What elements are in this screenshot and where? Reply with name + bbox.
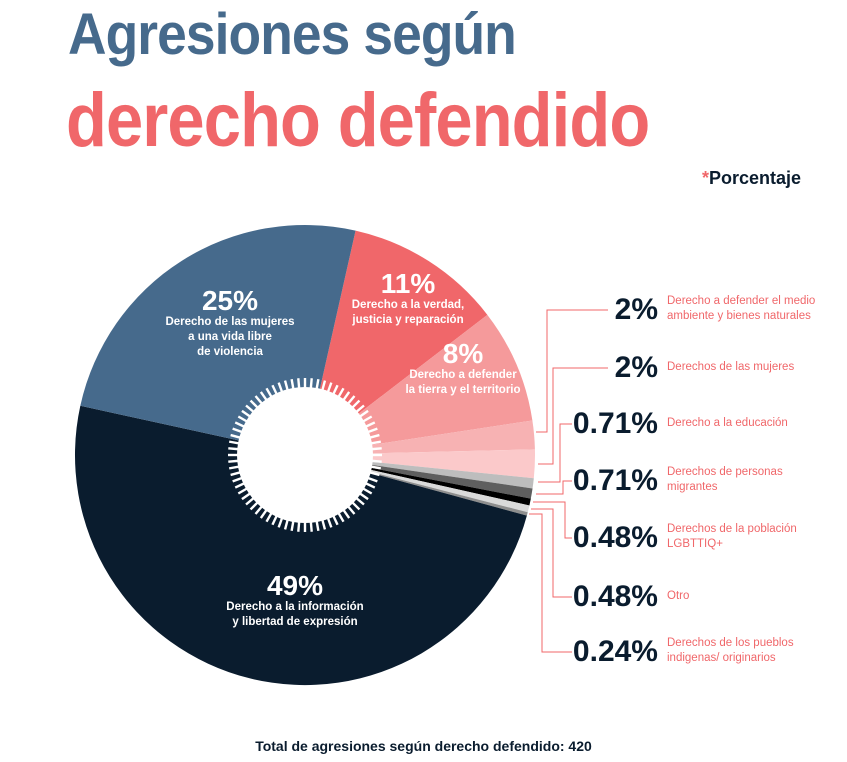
chart-title-line2: derecho defendido: [66, 78, 650, 163]
slice-category-label: Derechos de los pueblos indigenas/ origin…: [667, 636, 794, 666]
slice-category-label: de violencia: [197, 346, 263, 358]
slice-value-label: 0.71%: [572, 407, 658, 440]
slice-category-label: a una vida libre: [188, 331, 272, 343]
slice-label-10: 25% Derecho de las mujeres a una vida libr…: [150, 287, 310, 360]
hole-circle: [237, 387, 373, 523]
leader-line: [536, 480, 572, 495]
outside-value-wrapper: 0.71%: [0, 466, 658, 496]
slice-label-0: 11% Derecho a la verdad, justicia y repara…: [338, 270, 478, 328]
slice-9: [74, 405, 527, 686]
slice-category-line: Derecho a defender el medio: [667, 295, 816, 307]
slice-category-line: Derechos de la población: [667, 523, 797, 535]
leader-line: [536, 309, 608, 433]
slice-category-line: LGBTTIQ+: [667, 538, 723, 550]
slice-value-label: 25%: [201, 285, 259, 316]
slice-value-label: 2%: [614, 351, 658, 384]
outside-value-wrapper: 0.71%: [0, 409, 658, 439]
slice-category-line: Derechos de las mujeres: [667, 360, 795, 373]
slice-category-label: Derecho a defender el medio ambiente y bi…: [667, 294, 815, 324]
slice-category-label: y libertad de expresión: [232, 616, 358, 628]
leader-line: [531, 508, 572, 598]
slice-category-label: Otro: [667, 589, 689, 604]
slice-category-line: Otro: [667, 589, 690, 602]
slice-category-label: la tierra y el territorio: [405, 384, 521, 396]
slice-category-label: Derechos de personas migrantes: [667, 465, 783, 495]
slice-value-label: 11%: [380, 268, 436, 299]
center-hole: [228, 378, 382, 532]
slice-value-label: 0.48%: [572, 521, 658, 554]
slice-value-label: 2%: [614, 293, 658, 326]
outside-value-wrapper: 0.48%: [0, 523, 658, 553]
slice-value-label: 0.48%: [572, 580, 658, 613]
outside-value-wrapper: 2%: [0, 295, 658, 325]
slice-category-label: Derecho de las mujeres: [165, 316, 295, 328]
slice-category-label: Derecho a la educación: [667, 416, 788, 431]
slice-value-label: 49%: [266, 570, 324, 601]
slice-category-label: Derecho a la información: [226, 601, 364, 613]
slice-category-line: indigenas/ originarios: [667, 652, 776, 664]
slice-value-label: 0.71%: [572, 464, 658, 497]
total-footnote: Total de agresiones según derecho defend…: [255, 738, 592, 754]
connectors-group: [529, 309, 608, 653]
unit-note-text: Porcentaje: [708, 168, 801, 188]
slice-label-9: 49% Derecho a la información y libertad de…: [200, 572, 390, 630]
slice-category-line: ambiente y bienes naturales: [667, 310, 811, 322]
chart-title-line1: Agresiones según: [68, 2, 517, 67]
slice-category-line: Derechos de personas: [667, 466, 783, 478]
outside-value-wrapper: 0.24%: [0, 637, 658, 667]
slice-category-line: migrantes: [667, 481, 718, 493]
outside-value-wrapper: 0.48%: [0, 582, 658, 612]
leader-line: [538, 423, 572, 483]
leader-line: [533, 501, 572, 539]
outside-value-wrapper: 2%: [0, 353, 658, 383]
slice-category-line: Derecho a la educación: [667, 416, 788, 429]
slice-category-label: Derechos de las mujeres: [667, 360, 794, 375]
asterisk-mark: *: [701, 168, 709, 188]
leader-line: [529, 513, 572, 653]
slice-value-label: 8%: [442, 338, 484, 369]
unit-note: *Porcentaje: [702, 168, 801, 189]
slice-category-line: Derechos de los pueblos: [667, 637, 794, 649]
leader-line: [538, 367, 608, 465]
slice-category-label: Derecho a defender: [409, 369, 517, 381]
slice-label-1: 8% Derecho a defender la tierra y el terri…: [393, 340, 533, 398]
slice-value-label: 0.24%: [572, 635, 658, 668]
slice-category-label: justicia y reparación: [352, 314, 464, 326]
slice-category-label: Derechos de la población LGBTTIQ+: [667, 522, 797, 552]
slice-category-label: Derecho a la verdad,: [351, 299, 465, 311]
